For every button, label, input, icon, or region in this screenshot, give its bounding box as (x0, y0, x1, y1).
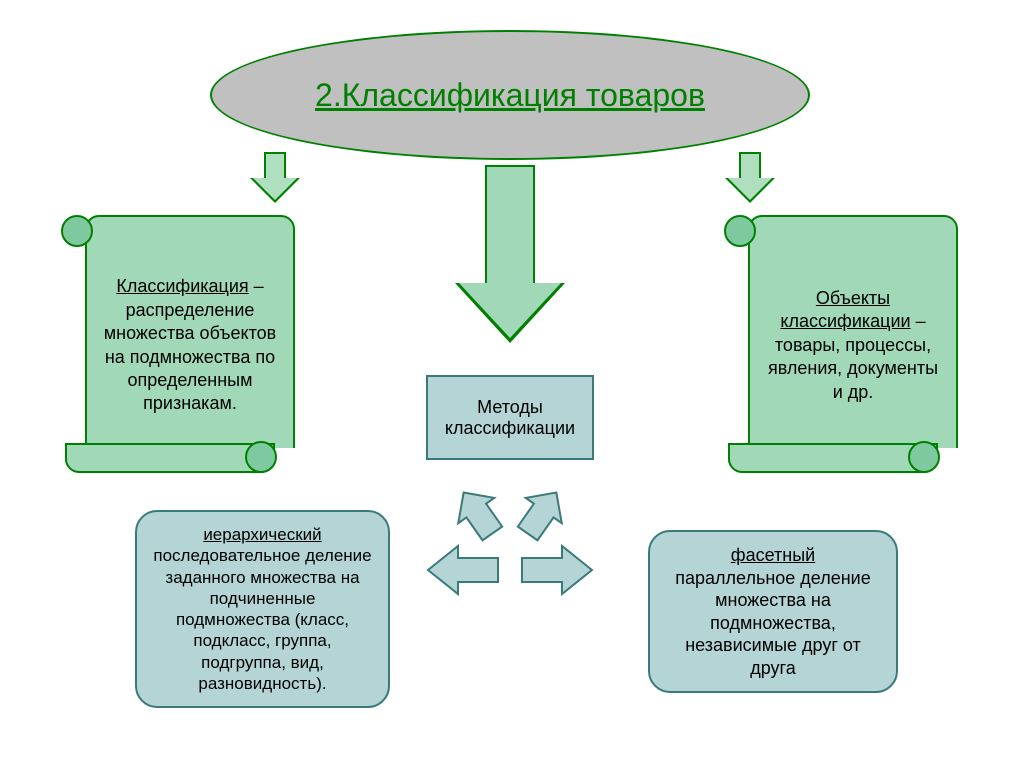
method-facet-box: фасетный параллельное деление множества … (648, 530, 898, 693)
method-facet-text: параллельное деление множества на подмно… (675, 568, 870, 678)
scroll-right-text: Объекты классификации – товары, процессы… (762, 287, 944, 404)
method-facet-title: фасетный (731, 545, 815, 565)
center-methods-text: Методы классификации (428, 397, 592, 439)
method-hierarchical-title: иерархический (203, 525, 321, 544)
scroll-right: Объекты классификации – товары, процессы… (728, 215, 958, 475)
multi-arrow-cluster (420, 480, 600, 620)
scroll-left-text: Классификация – распределение множества … (99, 275, 281, 415)
title-text: 2.Классификация товаров (315, 77, 705, 114)
title-ellipse: 2.Классификация товаров (210, 30, 810, 160)
arrow-down-left (250, 152, 300, 207)
arrow-down-center (455, 165, 565, 355)
method-hierarchical-box: иерархический последовательное деление з… (135, 510, 390, 708)
scroll-left: Классификация – распределение множества … (65, 215, 295, 475)
center-methods-box: Методы классификации (426, 375, 594, 460)
method-hierarchical-text: последовательное деление заданного множе… (153, 546, 371, 693)
arrow-down-right (725, 152, 775, 207)
